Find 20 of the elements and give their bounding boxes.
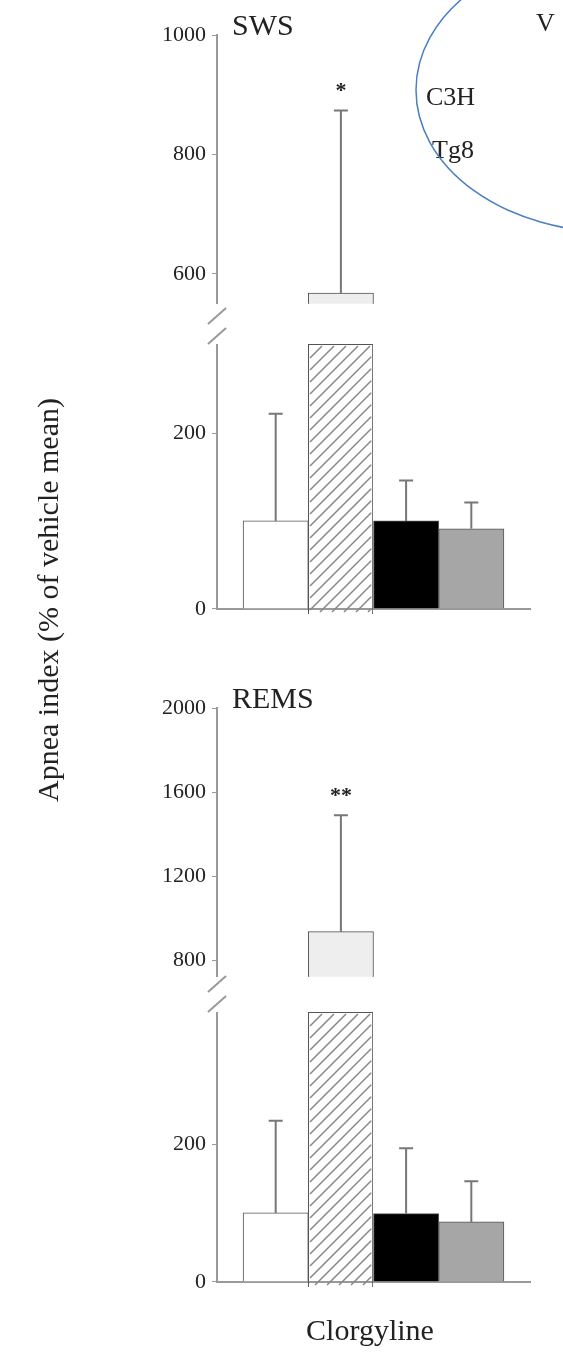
- y-tick-label: 800: [173, 945, 206, 971]
- y-tick-label: 200: [173, 418, 206, 444]
- annotation: *: [335, 77, 347, 103]
- y-tick-label: 1000: [162, 20, 206, 46]
- text: Tg8: [432, 135, 474, 165]
- y-tick-label: 1600: [162, 777, 206, 803]
- y-tick-label: 600: [173, 259, 206, 285]
- chart-title: SWS: [232, 8, 294, 41]
- y-tick-label: 0: [195, 1267, 206, 1293]
- y-tick-label: 2000: [162, 693, 206, 719]
- y-tick-label: 0: [195, 594, 206, 620]
- y-axis-title: Apnea index (% of vehicle mean): [31, 398, 64, 802]
- x-axis-title: Clorgyline: [306, 1313, 434, 1346]
- y-tick-label: 1200: [162, 861, 206, 887]
- text: V: [536, 8, 555, 38]
- y-tick-label: 800: [173, 140, 206, 166]
- annotation: **: [329, 781, 352, 807]
- chart-title: REMS: [232, 681, 314, 714]
- text: C3H: [426, 82, 476, 112]
- y-tick-label: 200: [173, 1129, 206, 1155]
